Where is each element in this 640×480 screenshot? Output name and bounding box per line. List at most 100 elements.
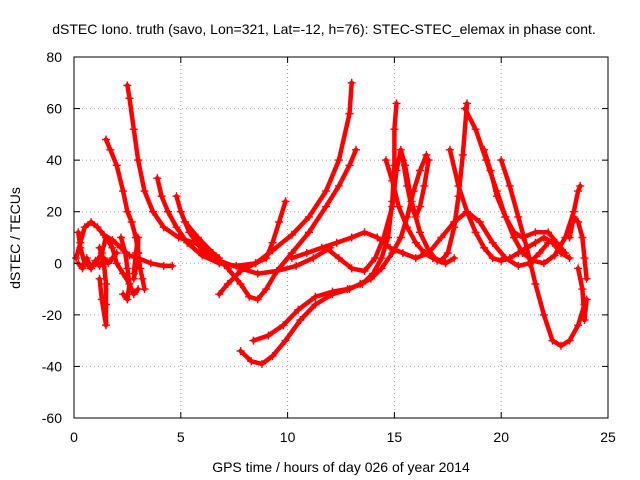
y-axis-title: dSTEC / TECUs: [7, 187, 23, 289]
data-point: [104, 259, 113, 268]
x-tick-label: 20: [493, 429, 509, 445]
data-point: [72, 254, 81, 263]
data-point: [245, 292, 254, 301]
data-point: [106, 145, 115, 154]
data-point: [102, 300, 110, 309]
data-point: [322, 187, 330, 196]
data-point: [514, 212, 523, 221]
data-point: [131, 249, 140, 257]
data-point: [347, 264, 356, 273]
data-point: [95, 274, 104, 283]
data-point: [87, 218, 96, 226]
y-tick-label: 0: [54, 255, 62, 271]
data-point: [275, 218, 284, 226]
data-point: [416, 228, 424, 237]
data-point: [488, 238, 497, 247]
data-point: [471, 228, 480, 237]
data-point: [352, 145, 360, 154]
data-point: [377, 264, 386, 273]
data-point: [119, 269, 128, 278]
data-point: [311, 292, 320, 301]
axis-layer: 0 5 10 15 20 25 -60 -40 -20 0 20 40 60 80: [42, 49, 616, 445]
data-point: [403, 223, 412, 232]
data-point: [345, 161, 354, 170]
data-point: [153, 174, 162, 183]
series-line: [575, 266, 589, 323]
data-point: [398, 156, 407, 165]
data-point: [505, 181, 514, 190]
data-point: [119, 187, 128, 196]
data-point: [582, 295, 591, 304]
data-point: [332, 238, 341, 247]
data-point: [82, 254, 91, 263]
data-point: [580, 316, 589, 324]
data-point: [501, 212, 510, 221]
data-point: [294, 305, 303, 314]
data-point: [580, 254, 589, 263]
data-point: [272, 267, 281, 275]
data-point: [172, 223, 181, 232]
data-point: [215, 290, 224, 299]
data-point: [480, 243, 489, 252]
data-point: [522, 243, 531, 252]
data-point: [347, 78, 356, 87]
data-point: [386, 243, 395, 252]
data-point: [102, 279, 110, 288]
data-point: [416, 202, 424, 211]
data-point: [127, 218, 136, 226]
data-point: [159, 223, 168, 232]
data-point: [334, 181, 343, 190]
data-point: [492, 192, 501, 201]
data-point: [539, 310, 548, 319]
data-point: [582, 274, 591, 283]
data-point: [403, 181, 412, 190]
series-line: [76, 250, 119, 271]
data-point: [539, 259, 548, 268]
data-point: [140, 285, 149, 294]
data-point: [424, 156, 433, 165]
data-point: [392, 166, 401, 175]
data-point: [129, 269, 138, 278]
data-point: [108, 243, 117, 252]
data-point: [268, 246, 277, 255]
data-point: [123, 207, 132, 216]
data-point: [510, 228, 518, 237]
data-point: [117, 233, 125, 242]
data-point: [236, 267, 245, 275]
data-point: [305, 228, 313, 237]
data-point: [488, 254, 497, 263]
series-arc-06: [117, 233, 134, 304]
y-tick-label: -40: [42, 358, 62, 374]
data-point: [125, 94, 134, 103]
data-point: [317, 243, 326, 252]
data-point: [78, 264, 87, 273]
data-point: [505, 254, 514, 263]
data-point: [416, 166, 424, 175]
data-point: [322, 202, 330, 211]
data-point: [360, 267, 369, 275]
data-point: [108, 254, 117, 263]
data-point: [140, 187, 149, 196]
x-axis-title: GPS time / hours of day 026 of year 2014: [212, 459, 470, 475]
data-point: [450, 223, 459, 232]
data-point: [358, 279, 367, 288]
x-tick-label: 25: [600, 429, 616, 445]
data-point: [258, 359, 266, 368]
data-point: [181, 218, 190, 226]
data-point: [396, 233, 405, 242]
data-point: [480, 145, 489, 154]
data-point: [411, 212, 420, 221]
y-tick-label: 20: [46, 204, 62, 220]
data-point: [574, 218, 583, 226]
data-point: [334, 254, 343, 263]
series-arc-09: [181, 145, 360, 304]
series-arc-16: [398, 156, 433, 221]
series-arc-21: [565, 212, 591, 283]
data-point: [247, 357, 256, 366]
data-point: [486, 166, 495, 175]
data-point: [87, 264, 96, 273]
data-point: [454, 181, 463, 190]
data-point: [251, 259, 260, 268]
series-line: [481, 147, 568, 256]
data-point: [305, 212, 313, 221]
